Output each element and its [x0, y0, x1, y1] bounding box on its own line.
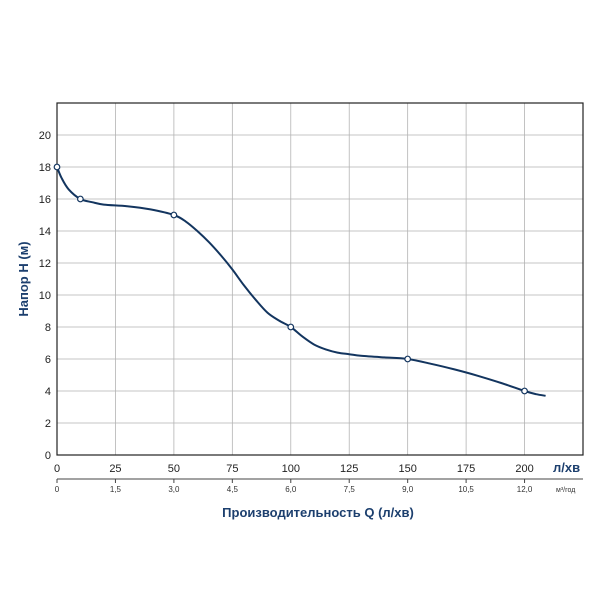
secondary-x-tick-label: 1,5 — [110, 485, 122, 494]
x-tick-label: 75 — [226, 463, 238, 475]
y-tick-label: 20 — [39, 130, 51, 142]
x-tick-label: 25 — [109, 463, 121, 475]
secondary-x-tick-label: 10,5 — [458, 485, 474, 494]
secondary-x-tick-label: 4,5 — [227, 485, 239, 494]
y-tick-label: 6 — [45, 354, 51, 366]
curve-marker — [287, 323, 295, 331]
x-tick-label: 50 — [168, 463, 180, 475]
x-tick-label: 175 — [457, 463, 475, 475]
x-axis-unit: л/хв — [553, 460, 580, 475]
y-tick-label: 12 — [39, 258, 51, 270]
secondary-x-tick-label: 12,0 — [517, 485, 533, 494]
x-tick-label: 150 — [398, 463, 416, 475]
y-tick-label: 8 — [45, 322, 51, 334]
y-tick-label: 0 — [45, 450, 51, 462]
y-tick-label: 14 — [39, 226, 51, 238]
secondary-x-tick-label: 0 — [55, 485, 60, 494]
curve-marker — [170, 211, 178, 219]
x-tick-label: 200 — [515, 463, 533, 475]
secondary-x-axis-ticks: 0 1,5 3,0 4,5 6,0 7,5 9,0 10,5 12,0 — [55, 479, 533, 494]
plot-frame — [56, 102, 584, 456]
y-tick-label: 2 — [45, 418, 51, 430]
curve-marker — [76, 195, 84, 203]
secondary-x-tick-label: 9,0 — [402, 485, 414, 494]
y-tick-label: 16 — [39, 194, 51, 206]
secondary-x-tick-label: 6,0 — [285, 485, 297, 494]
x-tick-label: 125 — [340, 463, 358, 475]
y-tick-label: 10 — [39, 290, 51, 302]
head-flow-curve — [56, 166, 546, 397]
x-axis-ticks: 0 25 50 75 100 125 150 175 200 — [54, 463, 534, 475]
y-tick-label: 4 — [45, 386, 51, 398]
x-axis-title: Производительность Q (л/хв) — [222, 505, 414, 520]
y-axis-ticks: 0 2 4 6 8 10 12 14 16 18 20 — [39, 130, 51, 462]
x-tick-label: 100 — [282, 463, 300, 475]
secondary-x-axis-unit: м³/год — [556, 487, 575, 494]
curve-marker — [53, 163, 61, 171]
y-tick-label: 18 — [39, 162, 51, 174]
secondary-x-tick-label: 3,0 — [168, 485, 180, 494]
curve-markers — [53, 163, 528, 395]
curve-marker — [521, 387, 528, 395]
secondary-x-tick-label: 7,5 — [344, 485, 356, 494]
grid — [56, 102, 584, 456]
x-tick-label: 0 — [54, 463, 60, 475]
curve-marker — [404, 355, 412, 363]
y-axis-title: Напор Н (м) — [16, 241, 31, 316]
